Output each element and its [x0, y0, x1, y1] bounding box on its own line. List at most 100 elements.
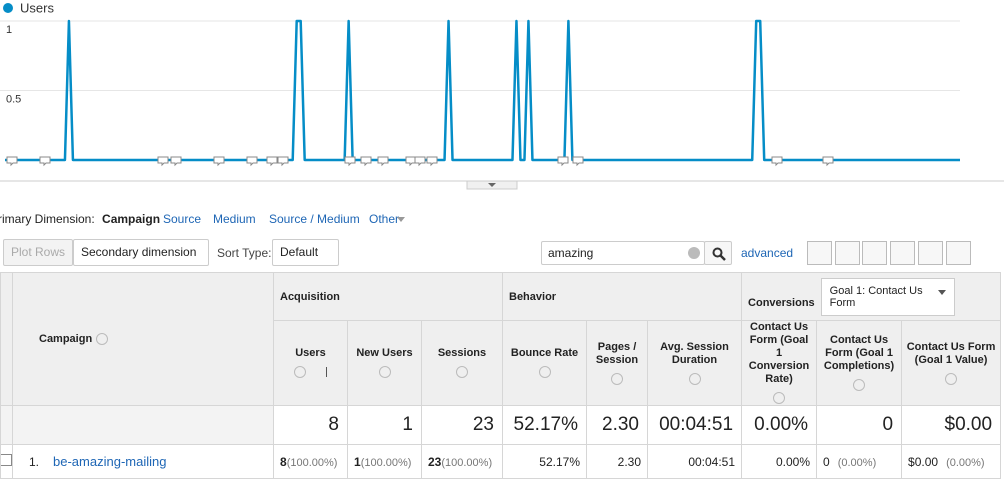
- view-term-cloud[interactable]: [918, 241, 943, 265]
- help-wrap: [426, 366, 498, 379]
- view-pie[interactable]: [835, 241, 860, 265]
- help-icon: [945, 372, 958, 385]
- value: 2.30: [617, 454, 641, 469]
- annotation-icon: [266, 156, 278, 167]
- header-label: Contact Us Form (Goal 1 Conversion Rate): [748, 321, 810, 386]
- annotation-icon: [213, 156, 225, 167]
- group-header: Conversions Goal 1: Contact Us Form: [741, 272, 1002, 321]
- help-wrap: [352, 366, 417, 379]
- campaign-link[interactable]: be-amazing-mailing: [53, 454, 167, 469]
- sort-select[interactable]: Default: [272, 239, 339, 281]
- data-row: 1. be-amazing-mailing 8(100.00%) 1(100.00%)…: [0, 444, 1002, 479]
- view-performance[interactable]: [862, 241, 887, 265]
- annotation-icon: [557, 156, 569, 167]
- dimension-option[interactable]: Source: [163, 212, 202, 226]
- dimension-option[interactable]: Source / Medium: [269, 212, 360, 226]
- total-value: 0.00%: [741, 405, 818, 445]
- percent-of-total: (100.00%): [360, 456, 412, 469]
- select-cell: [0, 272, 13, 406]
- metric-header: Avg. Session Duration: [646, 320, 743, 406]
- metric-value: 00:04:51: [646, 444, 743, 479]
- metric-value: 8(100.00%): [273, 444, 348, 479]
- search-icon: [712, 247, 726, 261]
- percent-of-total: (100.00%): [286, 456, 338, 469]
- group-header-row: Campaign Acquisition Behavior Conversions Go…: [0, 272, 1002, 406]
- value: 00:04:51: [688, 454, 736, 469]
- value: 1: [354, 454, 361, 469]
- annotation-icon: [414, 156, 426, 167]
- help-wrap: [591, 372, 643, 386]
- value: 0: [823, 454, 830, 469]
- advanced-link[interactable]: advanced: [741, 246, 794, 260]
- annotation-icon: [360, 156, 372, 167]
- value: 0.00%: [776, 454, 811, 469]
- annotation-icon: [822, 156, 834, 167]
- goal-select-text: Goal 1: Contact Us Form: [829, 284, 923, 309]
- goal-select[interactable]: Goal 1: Contact Us Form: [820, 277, 955, 316]
- metric-header: Contact Us Form (Goal 1 Completions): [816, 320, 903, 406]
- clear-icon[interactable]: [688, 247, 700, 259]
- metric-header: Contact Us Form (Goal 1 Conversion Rate): [741, 320, 818, 406]
- dimension-option[interactable]: Medium: [213, 212, 256, 226]
- metric-value: 2.30: [586, 444, 648, 479]
- group-header: Behavior: [501, 272, 743, 321]
- view-pivot[interactable]: [946, 241, 971, 265]
- view-table[interactable]: [807, 241, 832, 265]
- secondary-dimension-text: Secondary dimension: [81, 245, 197, 259]
- row-index: 1.: [29, 455, 40, 469]
- header-label: Users: [295, 347, 326, 359]
- header-label: Campaign: [39, 332, 93, 345]
- total-value: $0.00: [901, 405, 1002, 445]
- total-value: 23: [421, 405, 503, 445]
- percent-of-total: (0.00%): [946, 456, 985, 469]
- metric-value: 23(100.00%): [421, 444, 503, 479]
- group-label: Acquisition: [280, 290, 340, 303]
- metric-value: 0.00%: [741, 444, 818, 479]
- metric-header: Pages / Session: [586, 320, 648, 406]
- collapse-arrow: [488, 183, 496, 187]
- metric-header: Bounce Rate: [502, 320, 587, 406]
- metric-value: 1(100.00%): [347, 444, 422, 479]
- help-wrap: [746, 392, 812, 405]
- metric-header: Contact Us Form (Goal 1 Value): [901, 320, 1002, 406]
- header-label: Bounce Rate: [510, 347, 579, 359]
- view-comparison[interactable]: [890, 241, 915, 265]
- annotation-icon: [277, 156, 289, 167]
- annotation-icon: [170, 156, 182, 167]
- annotation-icon: [157, 156, 169, 167]
- plot-rows-button[interactable]: Plot Rows: [3, 239, 74, 266]
- help-icon: [773, 392, 786, 405]
- help-wrap: [278, 366, 343, 379]
- help-wrap: [652, 372, 737, 386]
- header-label: Pages / Session: [595, 340, 639, 366]
- dimension-option[interactable]: Other: [369, 212, 400, 226]
- help-wrap: [821, 379, 897, 392]
- y-tick-label: 1: [6, 24, 12, 36]
- search-text: amazing: [548, 246, 594, 260]
- total-value: 8: [273, 405, 348, 445]
- header-label: New Users: [356, 347, 413, 359]
- checkbox[interactable]: [1, 454, 12, 466]
- value: $0.00: [908, 454, 939, 469]
- search-box[interactable]: amazing: [541, 241, 705, 265]
- header-label: Contact Us Form (Goal 1 Value): [906, 340, 996, 366]
- help-wrap: [507, 366, 582, 379]
- group-label: Behavior: [509, 290, 557, 303]
- metric-header: Sessions: [421, 320, 503, 406]
- total-value: 2.30: [586, 405, 648, 445]
- group-label: Conversions: [748, 296, 815, 309]
- select-cell: [0, 405, 13, 445]
- metric-value: 52.17%: [502, 444, 587, 479]
- help-icon: [456, 366, 468, 379]
- help-icon: [538, 366, 551, 379]
- value: 52.17%: [539, 454, 580, 469]
- secondary-dimension[interactable]: Secondary dimension: [73, 239, 209, 281]
- value: 23: [428, 454, 442, 469]
- annotation-icon: [377, 156, 389, 167]
- annotation-icon: [344, 156, 356, 167]
- totals-row: 8 1 23 52.17% 2.30 00:04:51 0.00% 0 $0.00: [0, 405, 1002, 445]
- search-button[interactable]: [704, 241, 732, 265]
- legend-label: Users: [20, 0, 54, 15]
- help-icon: [294, 366, 306, 379]
- help-wrap: [906, 372, 996, 386]
